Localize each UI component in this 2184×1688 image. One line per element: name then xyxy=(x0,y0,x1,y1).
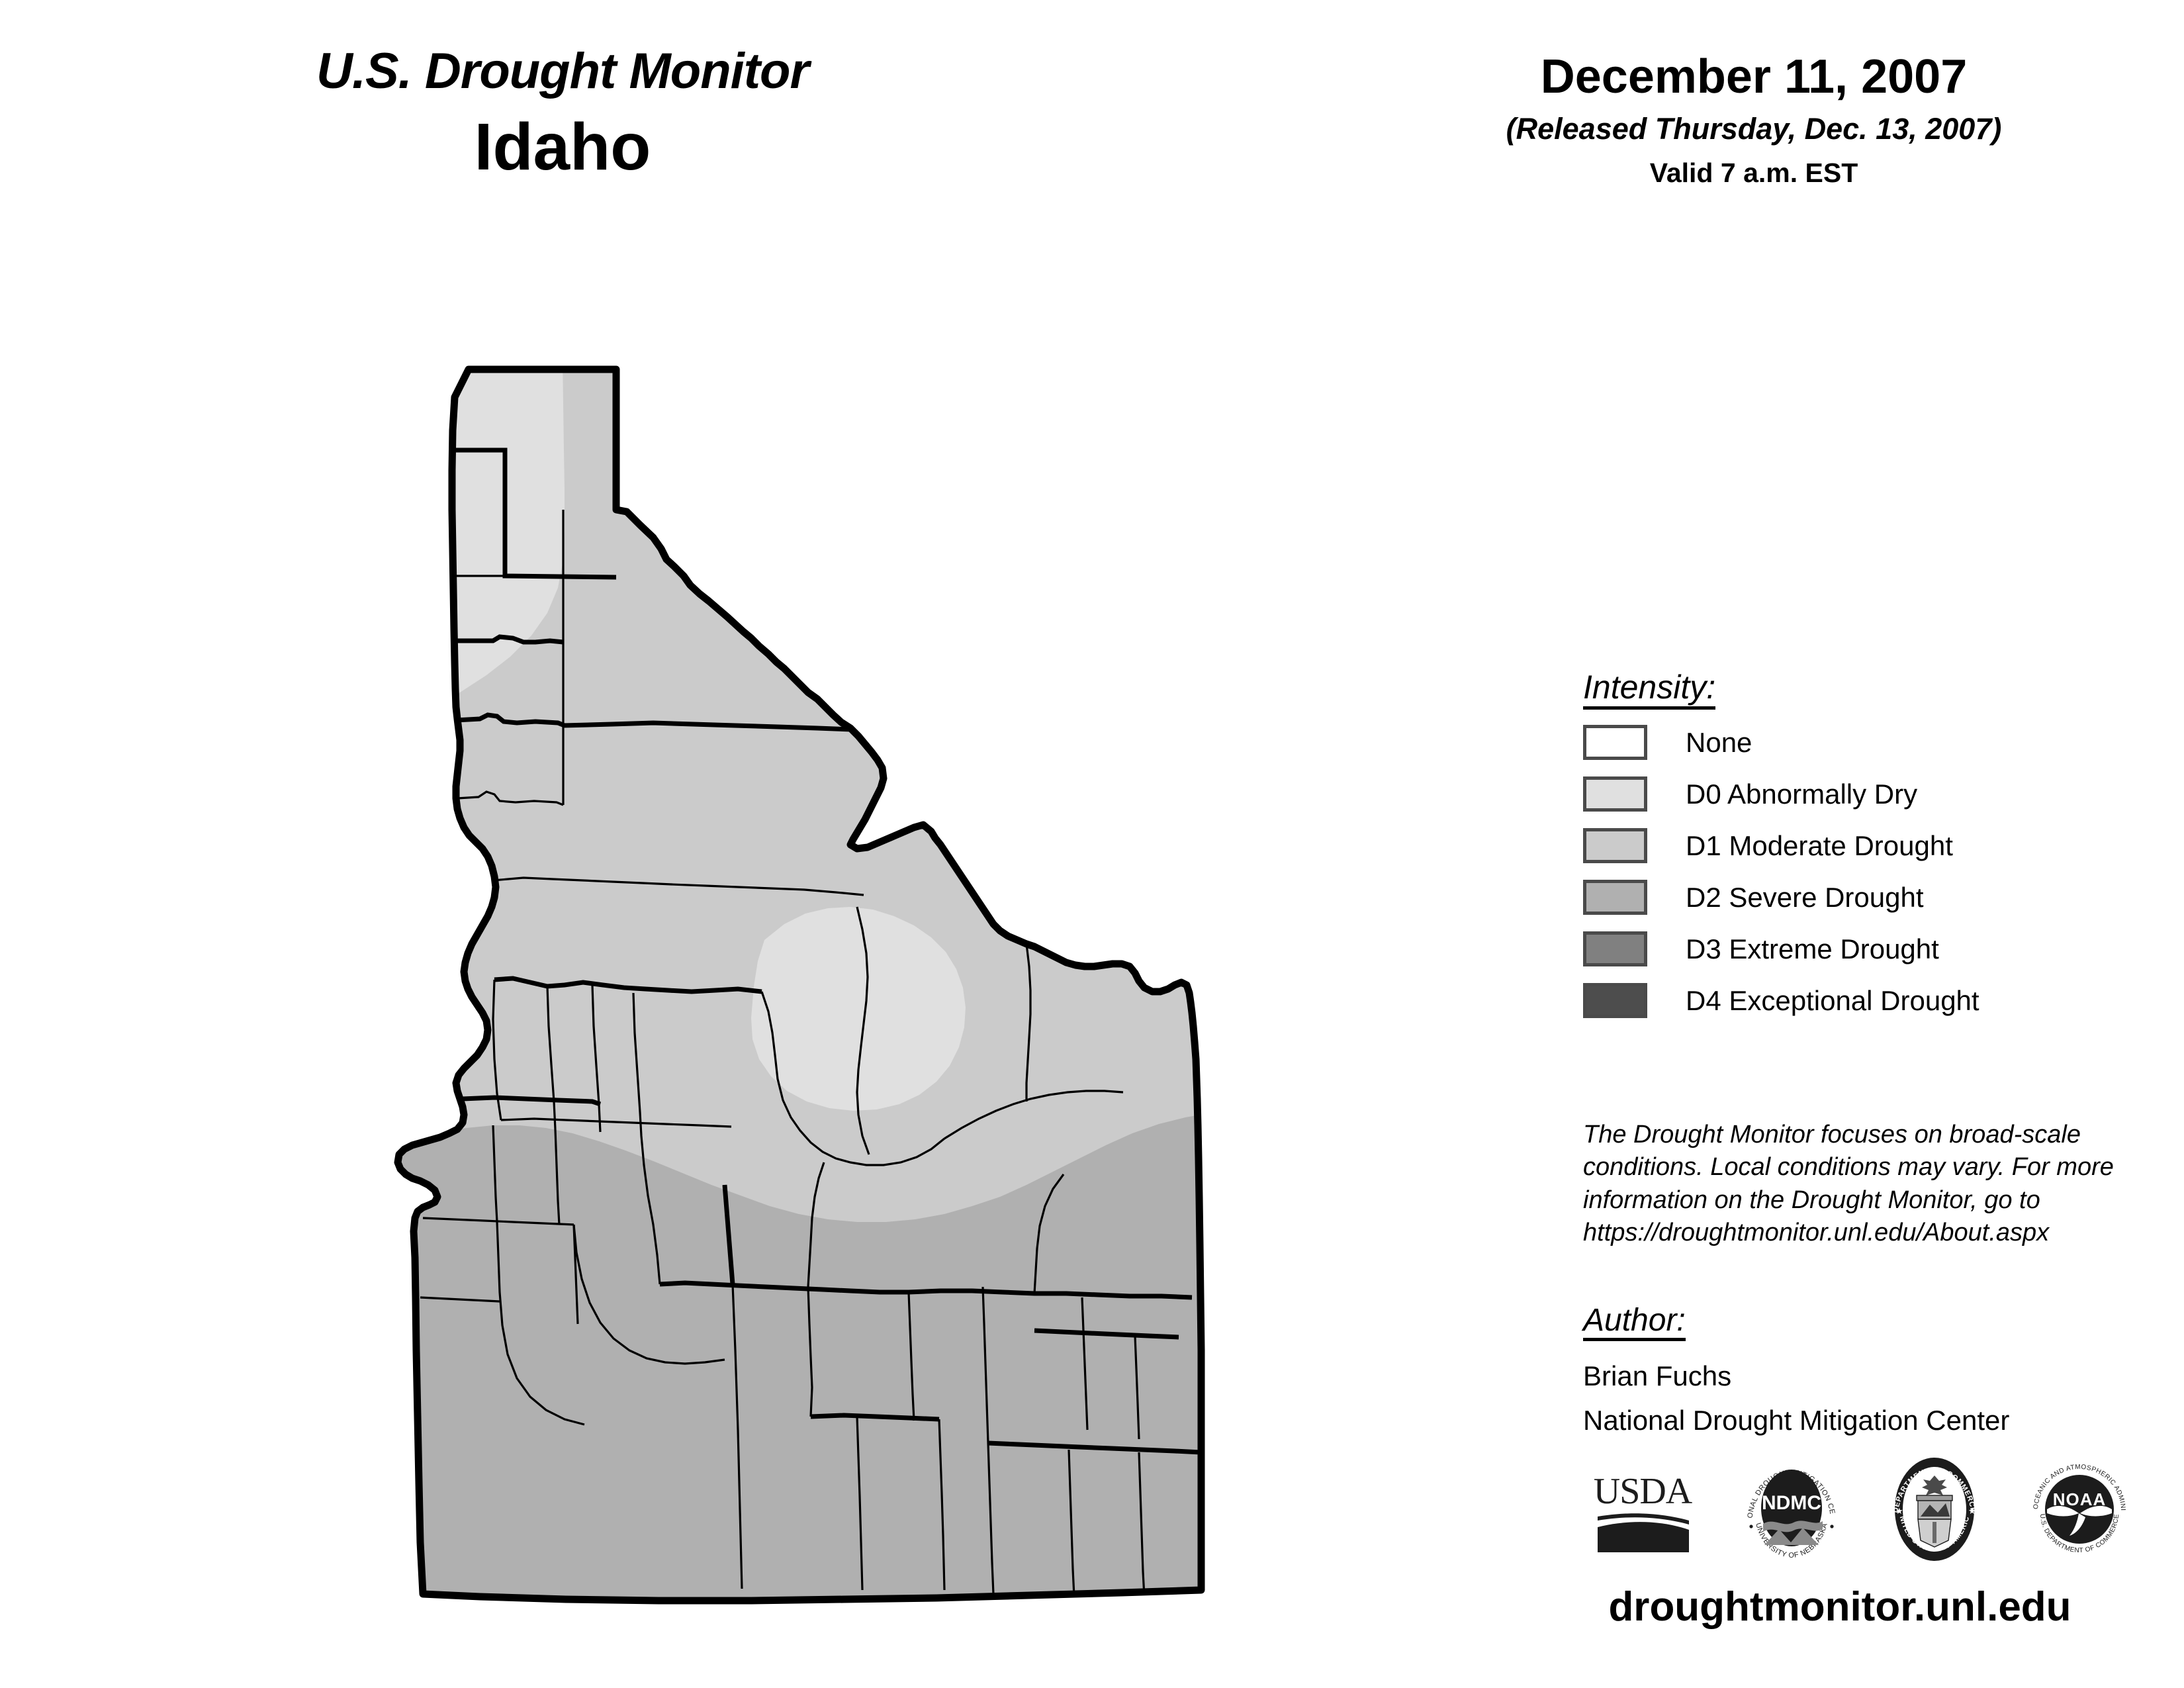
author-affiliation: National Drought Mitigation Center xyxy=(1583,1404,2010,1436)
site-url[interactable]: droughtmonitor.unl.edu xyxy=(1608,1584,2071,1630)
legend-swatch-d0 xyxy=(1583,776,1647,812)
legend-label-d1: D1 Moderate Drought xyxy=(1686,829,1953,861)
state-outline xyxy=(394,365,1205,1605)
commerce-logo: DEPARTMENT OF COMMERCE UNITED STATES OF … xyxy=(1882,1447,1984,1569)
legend-label-d0: D0 Abnormally Dry xyxy=(1686,778,1918,810)
ndmc-logo: NATIONAL DROUGHT MITIGATION CENTER UNIVE… xyxy=(1739,1449,1841,1568)
partner-logos: USDA NATIONAL DROUGHT MITIGATION CENTER … xyxy=(1588,1447,2131,1572)
legend-label-d4: D4 Exceptional Drought xyxy=(1686,984,1979,1016)
header-right: December 11, 2007 (Released Thursday, De… xyxy=(1410,53,2098,187)
legend-swatch-d4 xyxy=(1583,983,1647,1018)
svg-text:★: ★ xyxy=(1895,1506,1903,1516)
disclaimer-text: The Drought Monitor focuses on broad-sca… xyxy=(1583,1121,2114,1247)
idaho-drought-map xyxy=(394,357,1208,1628)
state-title: Idaho xyxy=(474,110,651,184)
author-name: Brian Fuchs xyxy=(1583,1360,1732,1392)
legend-swatch-none xyxy=(1583,725,1647,760)
legend-item-d2: D2 Severe Drought xyxy=(1583,879,2126,916)
major-boundaries xyxy=(455,447,1201,1455)
legend-item-none: None xyxy=(1583,724,2126,761)
valid-time: Valid 7 a.m. EST xyxy=(1649,158,1858,188)
intensity-heading: Intensity: xyxy=(1583,670,1716,710)
legend-item-d3: D3 Extreme Drought xyxy=(1583,931,2126,968)
author-block: Author: Brian Fuchs National Drought Mit… xyxy=(1583,1303,2165,1439)
legend-item-d0: D0 Abnormally Dry xyxy=(1583,776,2126,813)
svg-text:NDMC: NDMC xyxy=(1762,1492,1821,1514)
release-date: (Released Thursday, Dec. 13, 2007) xyxy=(1506,112,2002,146)
valid-date: December 11, 2007 xyxy=(1540,50,1968,103)
svg-text:NOAA: NOAA xyxy=(2053,1489,2107,1509)
legend-swatch-d3 xyxy=(1583,931,1647,966)
noaa-logo: NATIONAL OCEANIC AND ATMOSPHERIC ADMINIS… xyxy=(2026,1451,2131,1566)
legend-swatch-d2 xyxy=(1583,880,1647,915)
author-heading: Author: xyxy=(1583,1303,1686,1342)
legend-item-d1: D1 Moderate Drought xyxy=(1583,827,2126,865)
legend-label-d2: D2 Severe Drought xyxy=(1686,881,1924,913)
map-svg xyxy=(394,365,1205,1605)
intensity-legend: Intensity: None D0 Abnormally Dry D1 Mod… xyxy=(1583,670,2126,1019)
legend-label-none: None xyxy=(1686,726,1752,758)
legend-item-d4: D4 Exceptional Drought xyxy=(1583,982,2126,1019)
svg-text:USDA: USDA xyxy=(1594,1471,1693,1512)
header-left: U.S. Drought Monitor Idaho xyxy=(199,46,927,189)
program-title: U.S. Drought Monitor xyxy=(316,43,809,99)
legend-label-d3: D3 Extreme Drought xyxy=(1686,933,1939,964)
drought-zones xyxy=(398,369,1201,1601)
svg-text:★: ★ xyxy=(1968,1506,1976,1516)
usda-logo: USDA xyxy=(1588,1460,1698,1562)
legend-swatch-d1 xyxy=(1583,828,1647,863)
